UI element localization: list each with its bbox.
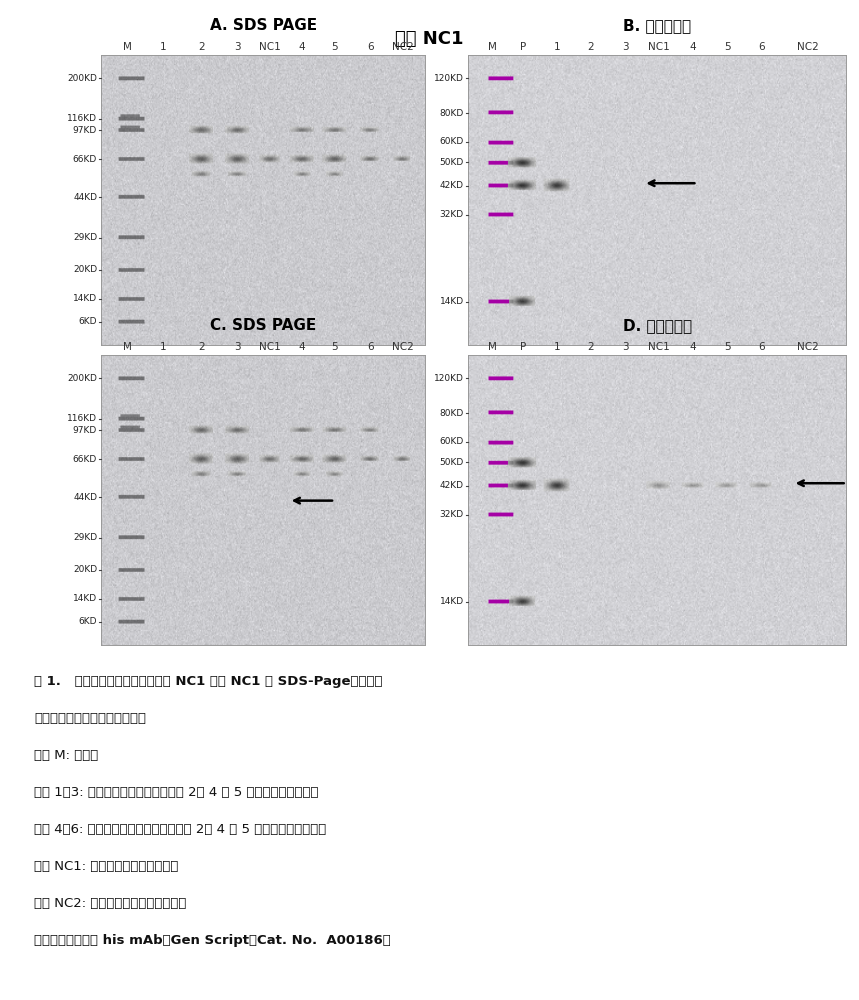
Text: NC1: NC1 [649, 42, 670, 52]
Text: 60KD: 60KD [440, 438, 464, 446]
Text: 29KD: 29KD [73, 233, 97, 242]
Text: 2: 2 [198, 342, 205, 352]
Text: 60KD: 60KD [440, 137, 464, 146]
Text: 42KD: 42KD [440, 481, 464, 490]
Text: 泳道 4～6: 在非还原条件下来自转染后第 2、 4 和 5 天的细胞培养上清液: 泳道 4～6: 在非还原条件下来自转染后第 2、 4 和 5 天的细胞培养上清液 [34, 823, 326, 836]
Text: B. 蛋白质印迹: B. 蛋白质印迹 [623, 18, 691, 33]
Text: 120KD: 120KD [434, 374, 464, 383]
Text: 116KD: 116KD [67, 114, 97, 123]
Text: 50KD: 50KD [440, 158, 464, 167]
Text: 50KD: 50KD [440, 458, 464, 467]
Text: 3: 3 [234, 342, 241, 352]
Text: M: M [488, 42, 497, 52]
Text: 6: 6 [367, 42, 374, 52]
Text: 6: 6 [758, 342, 765, 352]
Text: NC1: NC1 [259, 42, 281, 52]
Text: 97KD: 97KD [73, 126, 97, 135]
Text: 80KD: 80KD [440, 108, 464, 117]
Text: D. 蛋白质印迹: D. 蛋白质印迹 [623, 318, 691, 333]
Text: 一级抗体：小鼠抗 his mAb（Gen Script，Cat. No.  A00186）: 一级抗体：小鼠抗 his mAb（Gen Script，Cat. No. A00… [34, 934, 391, 947]
Text: A. SDS PAGE: A. SDS PAGE [210, 18, 317, 33]
Text: M: M [123, 342, 131, 352]
Text: 3: 3 [234, 42, 241, 52]
Text: M: M [123, 42, 131, 52]
Text: 29KD: 29KD [73, 533, 97, 542]
Text: 120KD: 120KD [434, 74, 464, 83]
Text: 20KD: 20KD [73, 565, 97, 574]
Text: 44KD: 44KD [73, 193, 97, 202]
Text: 和蛋白质免疫印迹（右图）分析: 和蛋白质免疫印迹（右图）分析 [34, 712, 146, 725]
Text: NC2: NC2 [392, 342, 413, 352]
Text: 2: 2 [198, 42, 205, 52]
Text: 14KD: 14KD [73, 594, 97, 603]
Text: 小鼠 NC1: 小鼠 NC1 [395, 30, 464, 48]
Text: P: P [520, 342, 526, 352]
Text: 泳道 NC1: 在还原条件下的阴性对照: 泳道 NC1: 在还原条件下的阴性对照 [34, 860, 179, 873]
Text: 32KD: 32KD [440, 510, 464, 519]
Text: 44KD: 44KD [73, 493, 97, 502]
Text: 泳道 M: 标志物: 泳道 M: 标志物 [34, 749, 99, 762]
Text: 5: 5 [724, 42, 730, 52]
Text: 2: 2 [588, 342, 594, 352]
Text: 200KD: 200KD [67, 74, 97, 83]
Text: 6: 6 [758, 42, 765, 52]
Text: 1: 1 [554, 342, 560, 352]
Text: 66KD: 66KD [73, 155, 97, 164]
Text: 6KD: 6KD [78, 317, 97, 326]
Text: 80KD: 80KD [440, 408, 464, 418]
Text: 泳道 1～3: 在还原条件下来自转染后第 2、 4 和 5 天的细胞培养上清液: 泳道 1～3: 在还原条件下来自转染后第 2、 4 和 5 天的细胞培养上清液 [34, 786, 319, 799]
Text: 4: 4 [299, 42, 306, 52]
Text: 4: 4 [690, 342, 697, 352]
Text: 116KD: 116KD [67, 414, 97, 423]
Text: 6: 6 [367, 342, 374, 352]
Text: P: P [520, 42, 526, 52]
Text: NC1: NC1 [259, 342, 281, 352]
Text: 6KD: 6KD [78, 617, 97, 626]
Text: 42KD: 42KD [440, 181, 464, 190]
Text: NC2: NC2 [392, 42, 413, 52]
Text: 5: 5 [332, 42, 338, 52]
Text: 4: 4 [690, 42, 697, 52]
Text: 1: 1 [554, 42, 560, 52]
Text: NC2: NC2 [797, 342, 819, 352]
Text: 图 1.   来自细胞培养上清液的小鼠 NC1 和人 NC1 的 SDS-Page（左图）: 图 1. 来自细胞培养上清液的小鼠 NC1 和人 NC1 的 SDS-Page（… [34, 675, 383, 688]
Text: 14KD: 14KD [73, 294, 97, 303]
Text: NC2: NC2 [797, 42, 819, 52]
Text: 3: 3 [622, 42, 628, 52]
Text: M: M [488, 342, 497, 352]
Text: 3: 3 [622, 342, 628, 352]
Text: 14KD: 14KD [440, 297, 464, 306]
Text: 1: 1 [160, 42, 166, 52]
Text: NC1: NC1 [649, 342, 670, 352]
Text: 200KD: 200KD [67, 374, 97, 383]
Text: C. SDS PAGE: C. SDS PAGE [210, 318, 316, 333]
Text: 2: 2 [588, 42, 594, 52]
Text: 4: 4 [299, 342, 306, 352]
Text: 泳道 NC2: 在非还原条件下的阴性对照: 泳道 NC2: 在非还原条件下的阴性对照 [34, 897, 186, 910]
Text: 14KD: 14KD [440, 597, 464, 606]
Text: 1: 1 [160, 342, 166, 352]
Text: 66KD: 66KD [73, 455, 97, 464]
Text: 5: 5 [724, 342, 730, 352]
Text: 97KD: 97KD [73, 426, 97, 435]
Text: 32KD: 32KD [440, 210, 464, 219]
Text: 5: 5 [332, 342, 338, 352]
Text: 20KD: 20KD [73, 265, 97, 274]
